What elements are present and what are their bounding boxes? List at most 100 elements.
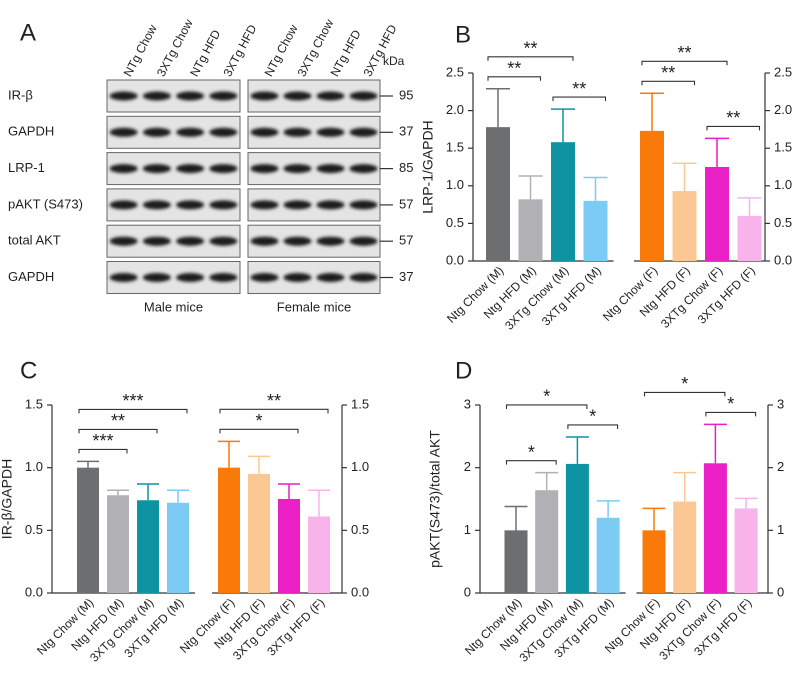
bar — [167, 502, 189, 593]
significance-label: *** — [92, 431, 113, 451]
group-label: Female mice — [277, 299, 351, 314]
blot-band — [209, 164, 238, 174]
blot-band — [142, 236, 171, 246]
blot-band — [142, 273, 171, 282]
error-bar — [737, 197, 762, 216]
blot-band — [142, 164, 171, 174]
significance-label: ** — [507, 59, 521, 79]
lane-label: 3XTg HFD — [361, 22, 400, 79]
y2-tick-label: 3 — [777, 396, 784, 411]
error-bar — [107, 489, 129, 496]
bar — [672, 191, 697, 261]
error-bar — [167, 489, 189, 503]
row-label: GAPDH — [8, 269, 54, 284]
panel-letter: D — [455, 357, 472, 384]
significance-label: * — [528, 442, 535, 462]
error-bar — [248, 455, 270, 474]
blot-band — [176, 236, 205, 246]
error-bar — [308, 489, 330, 517]
error-bar — [535, 471, 559, 491]
blot-band — [349, 127, 378, 137]
blot-band — [316, 164, 345, 174]
error-bar — [703, 423, 727, 464]
blot-band — [283, 164, 312, 174]
bar — [734, 508, 758, 593]
panel-letter: A — [20, 19, 36, 46]
bar — [583, 200, 608, 261]
kda-label: 37 — [399, 269, 413, 284]
row-label: IR-β — [8, 87, 33, 102]
blot-band — [209, 127, 238, 137]
y-tick-label: 0.5 — [446, 215, 464, 230]
kda-unit: kDa — [383, 54, 405, 68]
bar — [77, 467, 99, 593]
y2-tick-label: 0.5 — [351, 522, 369, 537]
significance-bracket — [641, 60, 728, 66]
error-bar — [504, 505, 528, 531]
blot-band — [316, 200, 345, 210]
group-label: Male mice — [144, 299, 203, 314]
y2-tick-label: 1 — [777, 522, 784, 537]
blot-band — [316, 127, 345, 137]
significance-label: ** — [267, 391, 281, 411]
error-bar — [642, 507, 666, 531]
significance-label: *** — [122, 391, 143, 411]
y-tick-label: 1.5 — [25, 396, 43, 411]
blot-band — [349, 164, 378, 174]
y-tick-label: 0.0 — [446, 252, 464, 267]
blot-band — [316, 236, 345, 246]
significance-bracket — [487, 76, 542, 81]
bar — [551, 142, 575, 261]
y-tick-label: 1.0 — [446, 177, 464, 192]
blot-band — [209, 200, 238, 210]
blot-band — [250, 127, 279, 137]
error-bar — [518, 175, 543, 200]
bar — [504, 530, 528, 593]
bar — [535, 490, 559, 593]
y-tick-label: 0 — [464, 584, 471, 599]
error-bar — [672, 162, 697, 192]
bar — [642, 530, 666, 593]
y-tick-label: 2 — [464, 459, 471, 474]
blot-band — [142, 91, 171, 101]
y2-tick-label: 1.5 — [774, 140, 792, 155]
blot-band — [349, 273, 378, 282]
significance-label: * — [543, 387, 550, 407]
significance-bracket — [706, 125, 761, 131]
bar — [518, 199, 543, 261]
kda-label: 37 — [399, 124, 413, 139]
blot-band — [250, 91, 279, 101]
bar — [278, 499, 300, 593]
significance-bracket — [567, 424, 619, 429]
blot-band — [283, 273, 312, 282]
significance-bracket — [78, 408, 188, 414]
y2-tick-label: 2.0 — [774, 102, 792, 117]
lane-label: NTg HFD — [187, 27, 223, 79]
error-bar — [486, 88, 510, 128]
blot-band — [109, 127, 138, 137]
blot-band — [250, 200, 279, 210]
y-tick-label: 0.5 — [25, 522, 43, 537]
y-axis-label: IR-β/GAPDH — [0, 459, 15, 539]
y2-tick-label: 1.0 — [351, 459, 369, 474]
lane-label: 3XTg HFD — [220, 22, 259, 79]
error-bar — [596, 500, 620, 518]
panel-letter: C — [20, 357, 37, 384]
blot-band — [283, 91, 312, 101]
y-tick-label: 3 — [464, 396, 471, 411]
significance-label: * — [255, 411, 262, 431]
error-bar — [551, 108, 575, 143]
significance-label: ** — [726, 108, 740, 128]
error-bar — [137, 483, 159, 501]
blot-band — [349, 91, 378, 101]
bar — [137, 500, 159, 593]
blot-band — [176, 273, 205, 282]
y2-tick-label: 2.5 — [774, 64, 792, 79]
y-axis-label: pAKT(S473)/total AKT — [427, 430, 443, 568]
lane-label: NTg HFD — [328, 27, 364, 79]
bar — [107, 495, 129, 593]
y-tick-label: 1.5 — [446, 140, 464, 155]
blot-band — [250, 273, 279, 282]
significance-bracket — [78, 448, 128, 454]
